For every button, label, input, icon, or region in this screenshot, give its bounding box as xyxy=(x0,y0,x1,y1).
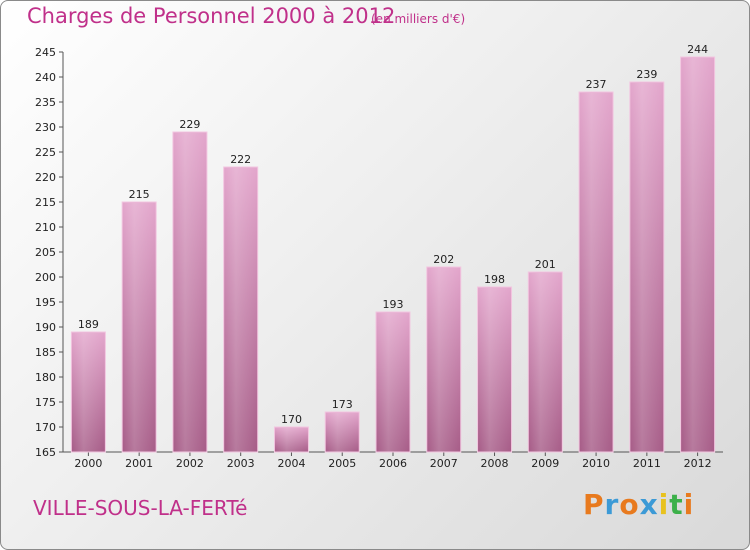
data-label-2007: 202 xyxy=(433,253,454,266)
x-tick-label-2005: 2005 xyxy=(328,457,356,470)
data-label-2000: 189 xyxy=(78,318,99,331)
bar-sheen xyxy=(72,333,105,452)
data-label-2011: 239 xyxy=(636,68,657,81)
x-tick-label-2004: 2004 xyxy=(277,457,305,470)
x-tick-label-2002: 2002 xyxy=(176,457,204,470)
y-tick-label: 175 xyxy=(35,396,56,409)
data-label-2006: 193 xyxy=(383,298,404,311)
bar-sheen xyxy=(326,413,359,452)
y-tick-label: 205 xyxy=(35,246,56,259)
x-tick-label-2000: 2000 xyxy=(74,457,102,470)
y-tick-label: 200 xyxy=(35,271,56,284)
chart-title: Charges de Personnel 2000 à 2012 xyxy=(27,4,396,28)
x-tick-label-2006: 2006 xyxy=(379,457,407,470)
data-label-2001: 215 xyxy=(129,188,150,201)
proxiti-logo: Proxiti xyxy=(583,488,695,521)
axes: 165 170 175 180 185 190 195 200 205 210 215 220 225 2… xyxy=(35,46,723,470)
x-tick-label-2007: 2007 xyxy=(430,457,458,470)
data-label-2010: 237 xyxy=(586,78,607,91)
y-tick-label: 220 xyxy=(35,171,56,184)
y-tick-label: 190 xyxy=(35,321,56,334)
data-label-2003: 222 xyxy=(230,153,251,166)
x-tick-label-2012: 2012 xyxy=(684,457,712,470)
y-tick-label: 195 xyxy=(35,296,56,309)
bar-sheen xyxy=(580,93,613,452)
bar-sheen xyxy=(123,203,156,452)
bar-sheen xyxy=(377,313,409,452)
y-tick-label: 165 xyxy=(35,446,56,459)
y-tick-label: 235 xyxy=(35,96,56,109)
bar-sheen xyxy=(681,58,714,452)
x-tick-label-2003: 2003 xyxy=(227,457,255,470)
chart-subtitle: (en milliers d'€) xyxy=(371,12,466,26)
x-tick-label-2011: 2011 xyxy=(633,457,661,470)
data-label-2008: 198 xyxy=(484,273,505,286)
bar-sheen xyxy=(427,268,460,452)
data-label-2004: 170 xyxy=(281,413,302,426)
y-tick-label: 180 xyxy=(35,371,56,384)
x-tick-label-2009: 2009 xyxy=(531,457,559,470)
data-label-2012: 244 xyxy=(687,43,708,56)
bar-sheen xyxy=(630,83,663,452)
y-tick-label: 230 xyxy=(35,121,56,134)
x-tick-label-2010: 2010 xyxy=(582,457,610,470)
y-tick-label: 225 xyxy=(35,146,56,159)
y-tick-label: 215 xyxy=(35,196,56,209)
y-tick-label: 170 xyxy=(35,421,56,434)
data-label-2005: 173 xyxy=(332,398,353,411)
bar-sheen xyxy=(529,273,562,452)
y-tick-label: 245 xyxy=(35,46,56,59)
y-tick-label: 240 xyxy=(35,71,56,84)
data-label-2002: 229 xyxy=(179,118,200,131)
data-label-2009: 201 xyxy=(535,258,556,271)
bar-sheen xyxy=(275,428,308,452)
y-tick-label: 210 xyxy=(35,221,56,234)
bar-sheen xyxy=(173,133,206,452)
bar-sheen xyxy=(224,168,257,452)
commune-name: VILLE-SOUS-LA-FERTé xyxy=(33,496,248,520)
x-tick-label-2008: 2008 xyxy=(481,457,509,470)
bar-sheen xyxy=(478,288,511,452)
y-tick-label: 185 xyxy=(35,346,56,359)
bars-group: 189 215 229 222 170 173 193 202 198 201 237 239 244 xyxy=(70,43,716,453)
x-tick-label-2001: 2001 xyxy=(125,457,153,470)
